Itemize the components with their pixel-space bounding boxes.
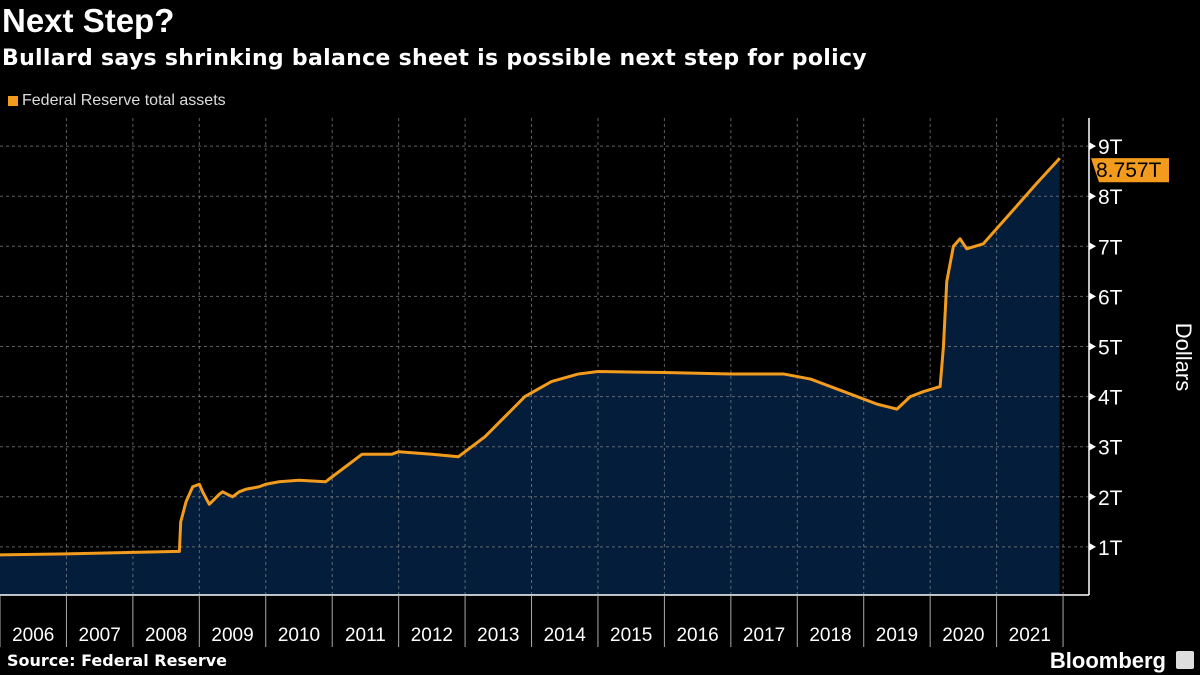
bloomberg-logo: Bloomberg	[1049, 648, 1166, 673]
y-tick-mark	[1089, 142, 1096, 151]
last-value-label: 8.757T	[1096, 159, 1162, 182]
x-tick-label: 2016	[676, 625, 718, 646]
y-tick-mark	[1089, 492, 1096, 501]
last-value-badge	[1091, 158, 1169, 183]
x-tick-label: 2011	[345, 625, 386, 646]
y-tick-label: 3T	[1098, 437, 1123, 460]
legend-swatch	[8, 96, 18, 106]
y-tick-mark	[1089, 342, 1096, 351]
y-tick-mark	[1089, 292, 1096, 301]
y-tick-label: 9T	[1098, 136, 1123, 159]
legend: Federal Reserve total assets	[8, 92, 226, 110]
x-tick-label: 2021	[1009, 625, 1051, 646]
y-axis-label: Dollars	[1171, 323, 1196, 391]
x-tick-label: 2013	[477, 625, 519, 646]
y-tick-mark	[1089, 242, 1096, 251]
x-tick-label: 2007	[79, 625, 121, 646]
x-tick-label: 2010	[278, 625, 320, 646]
source-note: Source: Federal Reserve	[7, 651, 227, 670]
x-tick-label: 2012	[411, 625, 453, 646]
x-tick-label: 2015	[610, 625, 652, 646]
area-fill	[0, 158, 1060, 596]
y-tick-mark	[1089, 442, 1096, 451]
chart-title: Next Step?	[2, 2, 175, 39]
chart-icon	[1176, 651, 1194, 669]
x-tick-label: 2018	[809, 625, 851, 646]
y-tick-label: 7T	[1098, 236, 1123, 259]
x-tick-label: 2006	[12, 625, 54, 646]
y-tick-mark	[1089, 392, 1096, 401]
y-tick-label: 4T	[1098, 387, 1123, 410]
series-line	[0, 157, 1061, 557]
y-tick-label: 1T	[1098, 537, 1123, 560]
x-tick-label: 2009	[211, 625, 253, 646]
x-tick-label: 2017	[743, 625, 785, 646]
y-tick-label: 8T	[1098, 186, 1123, 209]
x-tick-label: 2019	[876, 625, 918, 646]
legend-label: Federal Reserve total assets	[22, 92, 226, 109]
y-tick-mark	[1089, 542, 1096, 551]
x-tick-label: 2020	[942, 625, 984, 646]
x-tick-label: 2014	[544, 625, 587, 646]
y-tick-label: 6T	[1098, 286, 1123, 309]
y-tick-label: 2T	[1098, 487, 1123, 510]
x-tick-label: 2008	[145, 625, 187, 646]
chart-subtitle: Bullard says shrinking balance sheet is …	[2, 46, 867, 71]
y-tick-label: 5T	[1098, 337, 1123, 360]
y-tick-mark	[1089, 192, 1096, 201]
